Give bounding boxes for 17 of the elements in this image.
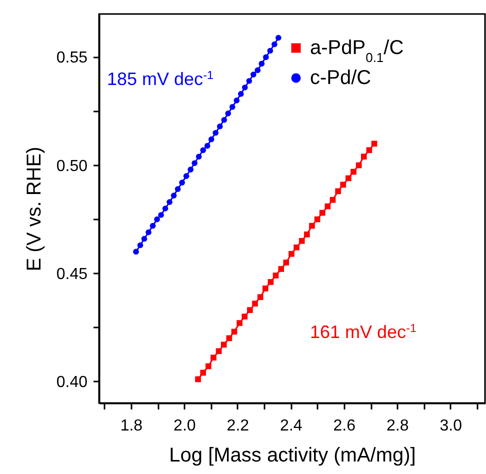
y-tick-label: 0.40 [56,374,88,391]
y-tick-label: 0.50 [56,158,88,175]
legend-label: c-Pd/C [310,67,372,89]
annotation: 185 mV dec$^{-1}$ [107,68,214,89]
y-tick-label: 0.45 [56,266,88,283]
x-tick-label: 3.0 [440,418,462,434]
x-tick-label: 2.8 [386,418,409,434]
x-axis-title: Log [Mass activity (mA/mg)] [169,444,416,466]
x-tick-label: 1.8 [120,418,143,434]
y-tick-label: 0.55 [56,50,88,67]
x-tick-label: 2.4 [280,418,302,434]
x-tick-label: 2.2 [226,418,250,434]
x-tick-label: 2.0 [174,418,196,434]
legend-label: a-PdP$_{0.1}$/C [310,37,404,64]
annotation: 161 mV dec$^{-1}$ [310,322,416,342]
y-axis-title: E (V vs. RHE) [23,146,46,272]
x-tick-label: 2.6 [333,418,356,434]
